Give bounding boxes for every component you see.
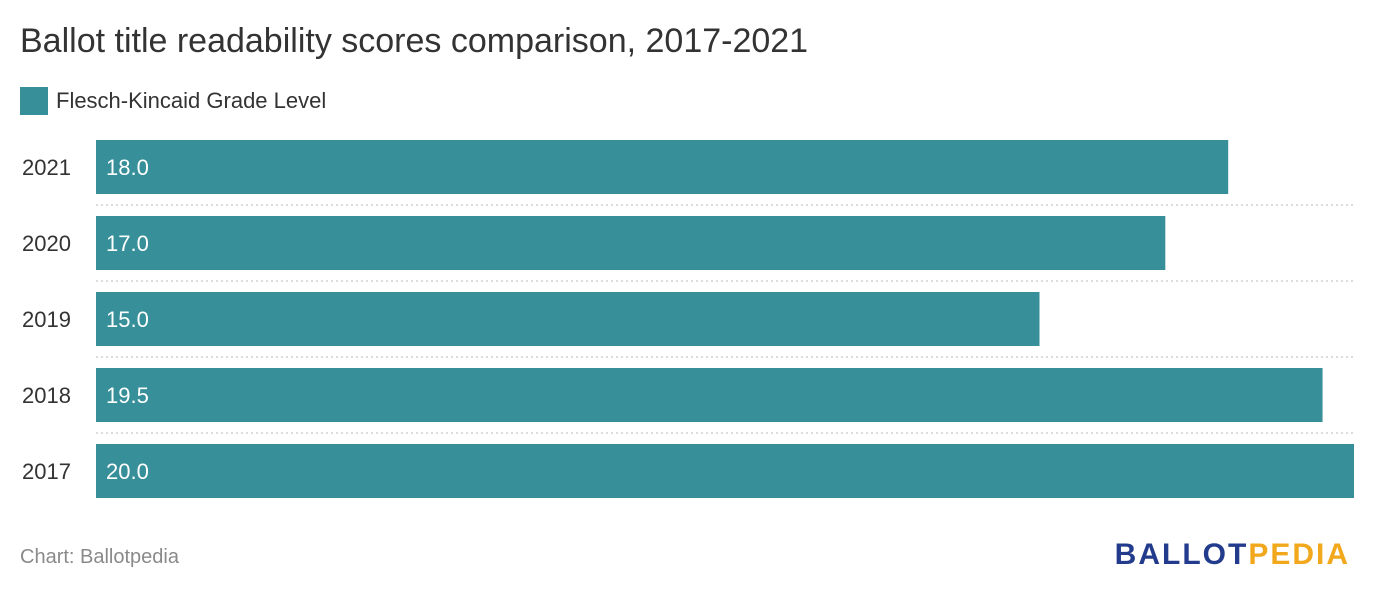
bar-2019[interactable] bbox=[96, 292, 1040, 346]
chart-source: Chart: Ballotpedia bbox=[20, 546, 179, 568]
bar-2021[interactable] bbox=[96, 140, 1229, 194]
value-label: 18.0 bbox=[106, 155, 149, 180]
bar-2018[interactable] bbox=[96, 368, 1323, 422]
legend-swatch bbox=[20, 87, 48, 115]
bar-2017[interactable] bbox=[96, 444, 1354, 498]
logo-text-pedia: PEDIA bbox=[1248, 538, 1350, 571]
value-label: 20.0 bbox=[106, 459, 149, 484]
legend: Flesch-Kincaid Grade Level bbox=[20, 86, 326, 116]
ballotpedia-logo[interactable]: BALLOTPEDIA bbox=[1115, 538, 1350, 572]
category-label: 2020 bbox=[22, 231, 71, 256]
legend-label: Flesch-Kincaid Grade Level bbox=[56, 88, 327, 113]
category-label: 2019 bbox=[22, 307, 71, 332]
value-label: 19.5 bbox=[106, 383, 149, 408]
value-label: 17.0 bbox=[106, 231, 149, 256]
bar-chart: 2021 18.0 2020 17.0 2019 15.0 2018 19.5 2017 20.0 bbox=[22, 140, 1354, 498]
category-label: 2021 bbox=[22, 155, 71, 180]
chart-title: Ballot title readability scores comparis… bbox=[20, 22, 809, 60]
value-label: 15.0 bbox=[106, 307, 149, 332]
category-label: 2017 bbox=[22, 459, 71, 484]
logo-text-ballot: BALLOT bbox=[1114, 538, 1249, 571]
bar-2020[interactable] bbox=[96, 216, 1166, 270]
category-label: 2018 bbox=[22, 383, 71, 408]
